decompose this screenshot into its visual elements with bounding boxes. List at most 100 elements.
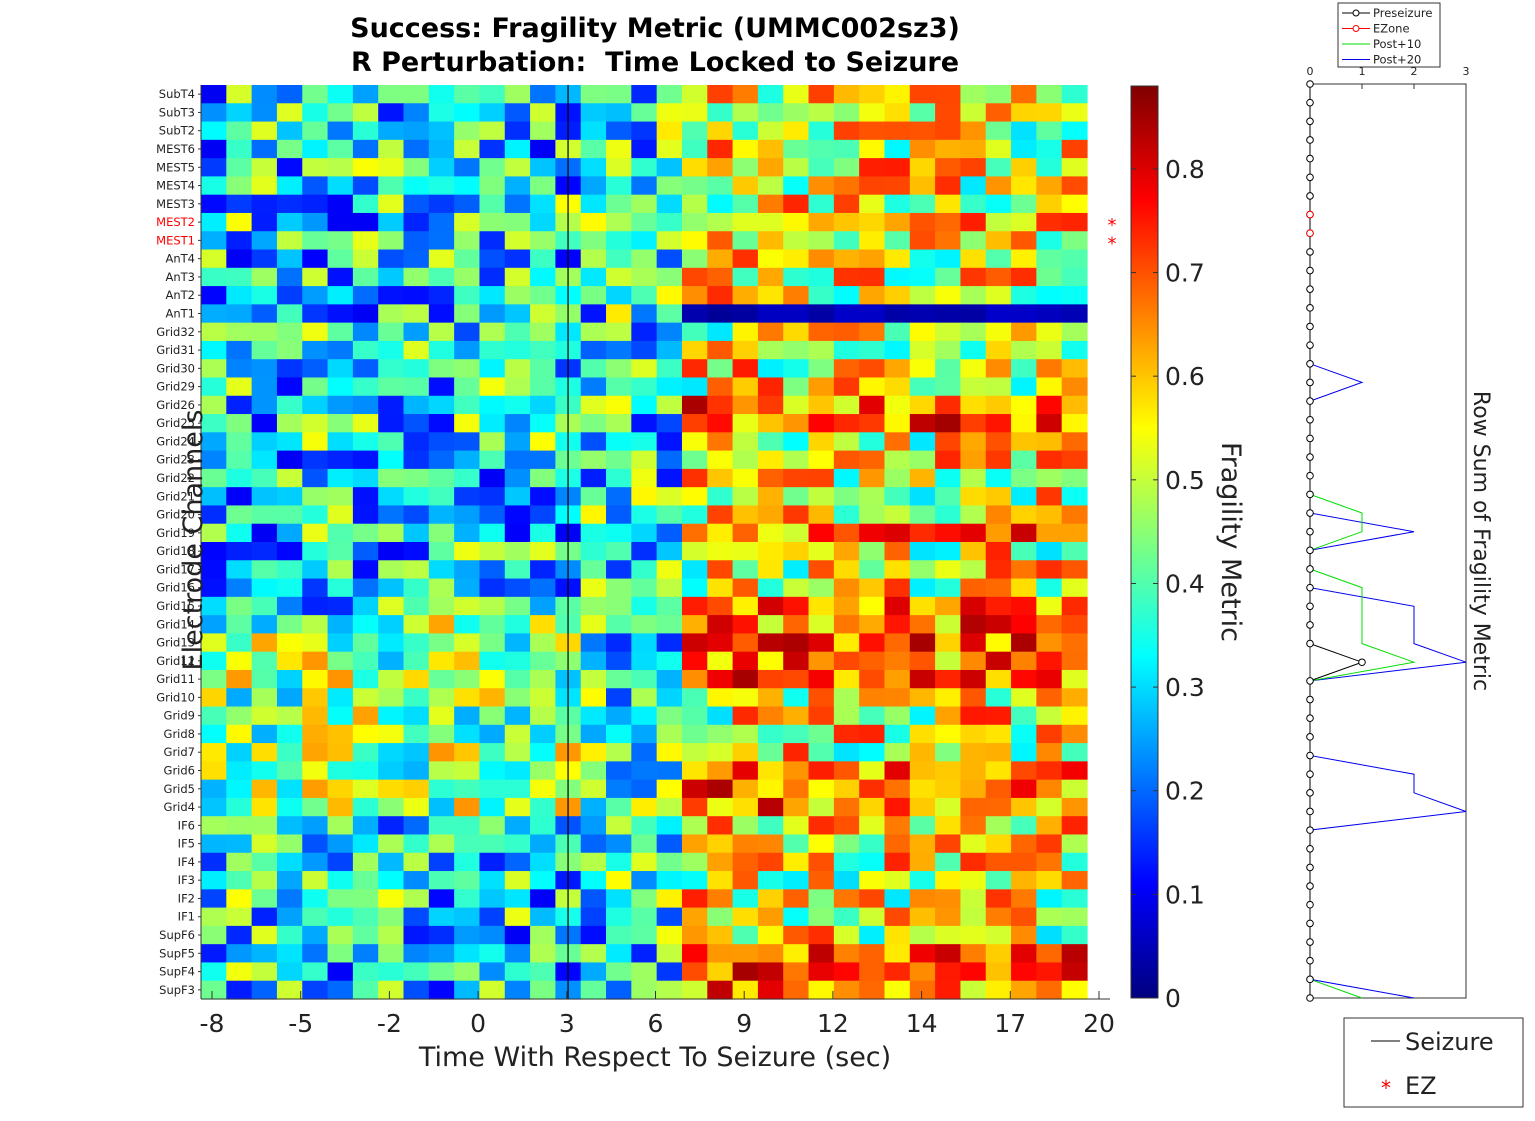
heatmap-cell	[935, 505, 962, 525]
heatmap-cell	[757, 505, 784, 525]
heatmap-cell	[707, 487, 734, 507]
heatmap-cell	[580, 523, 607, 543]
heatmap-cell	[884, 432, 911, 452]
heatmap-cell	[833, 432, 860, 452]
heatmap-cell	[935, 761, 962, 781]
heatmap-cell	[1011, 322, 1037, 342]
heatmap-cell	[884, 377, 911, 397]
heatmap-cell	[935, 103, 962, 123]
heatmap-cell	[606, 578, 632, 598]
heatmap-cell	[985, 377, 1012, 397]
heatmap-cell	[454, 706, 481, 726]
heatmap-cell	[909, 85, 936, 104]
heatmap-cell	[302, 267, 329, 287]
heatmap-cell	[859, 194, 886, 214]
heatmap-cell	[302, 816, 329, 836]
heatmap-cell	[909, 962, 936, 982]
heatmap-cell	[783, 377, 810, 397]
heatmap-cell	[833, 212, 860, 232]
heatmap-cell	[479, 615, 506, 634]
heatmap-cell	[276, 980, 303, 1000]
heatmap-cell	[504, 176, 531, 196]
channel-tick-label: Grid12	[156, 654, 195, 668]
heatmap-cell	[1061, 834, 1088, 854]
heatmap-cell	[985, 560, 1012, 580]
heatmap-cell	[833, 688, 860, 708]
preseizure-marker	[1306, 248, 1314, 256]
heatmap-cell	[251, 176, 278, 196]
heatmap-cell	[226, 194, 253, 214]
heatmap-cell	[327, 852, 354, 872]
heatmap-cell	[454, 980, 481, 1000]
heatmap-cell	[1011, 359, 1037, 379]
heatmap-cell	[1036, 121, 1063, 141]
heatmap-cell	[201, 852, 227, 872]
preseizure-marker	[1306, 919, 1314, 928]
heatmap-cell	[226, 615, 253, 634]
heatmap-cell	[1011, 450, 1037, 470]
preseizure-marker	[1306, 994, 1314, 1002]
heatmap-cell	[580, 468, 607, 488]
heatmap-cell	[808, 377, 835, 397]
heatmap-cell	[732, 560, 759, 580]
heatmap-cell	[681, 121, 708, 141]
heatmap-cell	[606, 432, 632, 452]
heatmap-cell	[327, 925, 354, 945]
heatmap-cell	[201, 505, 227, 525]
heatmap-cell	[428, 523, 455, 543]
heatmap-cell	[732, 706, 759, 726]
fragility-heatmap	[201, 85, 1088, 1000]
heatmap-cell	[1061, 414, 1088, 433]
heatmap-cell	[530, 743, 556, 762]
heatmap-cell	[302, 560, 329, 580]
heatmap-cell	[403, 377, 430, 397]
heatmap-cell	[808, 414, 835, 433]
heatmap-cell	[201, 432, 227, 452]
heatmap-cell	[530, 578, 556, 598]
heatmap-cell	[783, 871, 810, 890]
heatmap-cell	[884, 212, 911, 232]
heatmap-cell	[352, 816, 379, 836]
heatmap-cell	[504, 944, 531, 964]
heatmap-cell	[884, 596, 911, 616]
heatmap-cell	[606, 158, 632, 177]
heatmap-cell	[909, 816, 936, 836]
heatmap-cell	[884, 139, 911, 159]
heatmap-cell	[251, 651, 278, 671]
heatmap-cell	[403, 322, 430, 342]
heatmap-cell	[1061, 816, 1088, 836]
heatmap-cell	[530, 212, 556, 232]
heatmap-cell	[960, 560, 987, 580]
channel-tick-label: Grid15	[156, 599, 195, 613]
heatmap-cell	[580, 432, 607, 452]
heatmap-cell	[504, 286, 531, 305]
heatmap-cell	[656, 834, 683, 854]
heatmap-cell	[783, 889, 810, 909]
heatmap-cell	[251, 980, 278, 1000]
colorbar-label: Fragility Metric	[1215, 442, 1246, 642]
heatmap-cell	[530, 761, 556, 781]
heatmap-cell	[580, 85, 607, 104]
heatmap-cell	[631, 834, 658, 854]
heatmap-cell	[909, 871, 936, 890]
heatmap-cell	[226, 212, 253, 232]
heatmap-cell	[428, 797, 455, 817]
heatmap-cell	[833, 852, 860, 872]
heatmap-cell	[276, 359, 303, 379]
heatmap-cell	[226, 340, 253, 360]
heatmap-cell	[757, 139, 784, 159]
heatmap-cell	[1036, 980, 1063, 1000]
heatmap-cell	[1011, 578, 1037, 598]
heatmap-cell	[276, 871, 303, 890]
heatmap-cell	[428, 852, 455, 872]
heatmap-cell	[352, 414, 379, 433]
heatmap-cell	[201, 688, 227, 708]
heatmap-cell	[1061, 212, 1088, 232]
colorbar-tick-label: 0.4	[1165, 570, 1205, 599]
heatmap-cell	[783, 816, 810, 836]
heatmap-cell	[606, 286, 632, 305]
heatmap-cell	[378, 194, 405, 214]
heatmap-cell	[808, 980, 835, 1000]
heatmap-cell	[833, 176, 860, 196]
